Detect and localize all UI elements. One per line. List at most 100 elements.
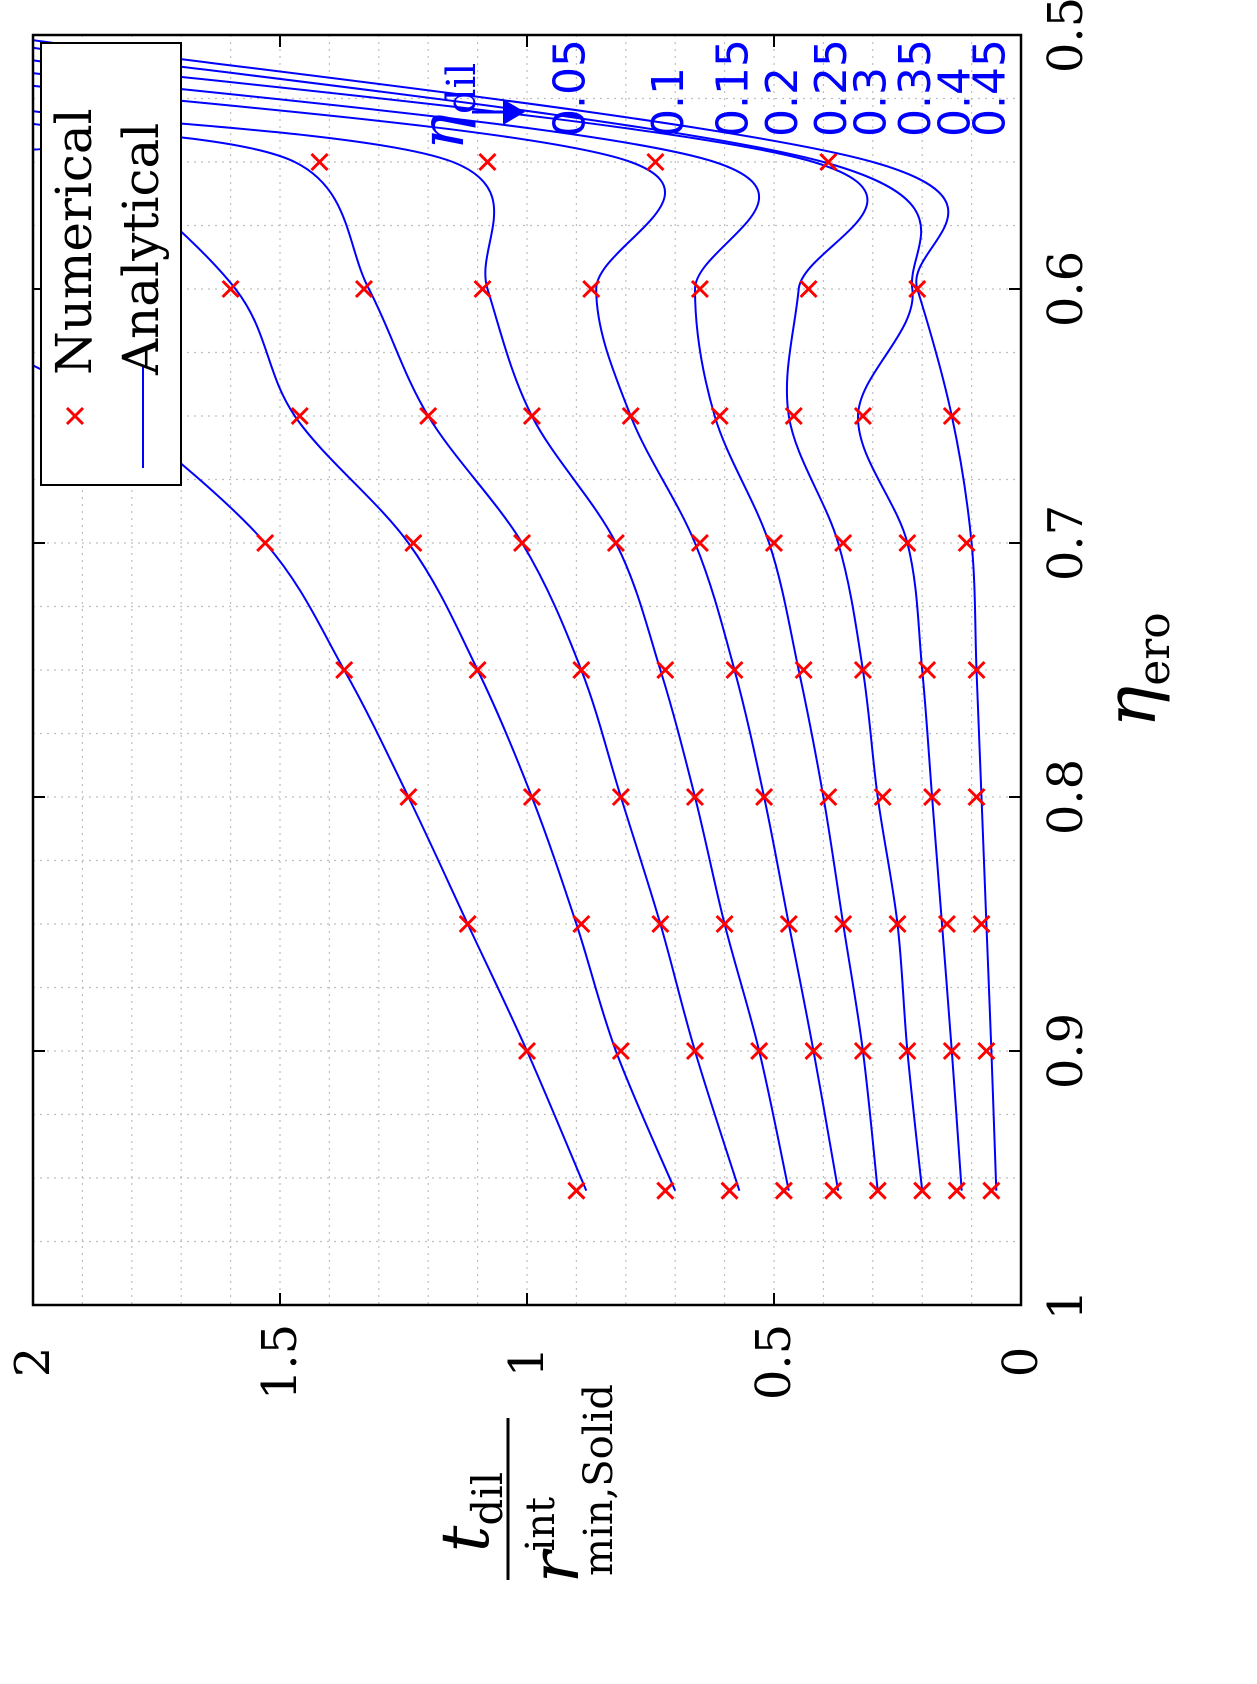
eta-dil-label: ηdil xyxy=(408,63,485,150)
numerical-point xyxy=(621,406,640,426)
numerical-point xyxy=(310,152,329,172)
eta-dil-value-label: 0.4 xyxy=(930,67,981,137)
numerical-point xyxy=(685,787,705,807)
eta-dil-value-label: 0.15 xyxy=(707,39,758,137)
numerical-point xyxy=(656,1181,675,1200)
legend-marker-numerical xyxy=(65,406,85,426)
eta-dil-symbol: η xyxy=(408,114,478,150)
x-axis-label-symbol: η xyxy=(1090,686,1172,728)
svg-text:rint: rint xyxy=(517,1497,594,1583)
y-axis-label-denominator: r xyxy=(517,1548,594,1583)
y-tick-label: 0.5 xyxy=(746,1324,802,1400)
numerical-point xyxy=(888,914,907,934)
x-tick-label: 0.7 xyxy=(1038,505,1094,581)
numerical-point xyxy=(419,406,438,426)
svg-text:min,Solid: min,Solid xyxy=(576,1384,622,1576)
numerical-point xyxy=(468,660,487,680)
svg-text:tdil: tdil xyxy=(427,1472,512,1552)
numerical-point xyxy=(794,660,813,680)
svg-text:ηero: ηero xyxy=(1090,612,1180,728)
numerical-point xyxy=(399,787,418,807)
analytical-curve-0.35 xyxy=(32,59,924,1191)
numerical-point xyxy=(720,1181,739,1200)
numerical-point xyxy=(572,660,591,680)
numerical-point xyxy=(819,787,838,807)
y-axis-label: tdil rint min,Solid xyxy=(427,1384,622,1583)
numerical-point xyxy=(967,660,986,680)
x-tick-label: 0.8 xyxy=(1038,759,1094,835)
x-tick-label: 0.6 xyxy=(1038,251,1094,327)
numerical-point xyxy=(942,406,961,426)
numerical-markers xyxy=(63,152,1001,1200)
x-axis-label-sub: ero xyxy=(1129,612,1180,686)
numerical-point xyxy=(256,533,275,553)
numerical-point xyxy=(873,787,892,807)
numerical-point xyxy=(651,914,670,934)
numerical-point xyxy=(611,787,630,807)
eta-dil-value-labels: 0.05 0.1 0.150.20.250.30.350.40.45 xyxy=(544,39,1015,137)
analytical-curve-0.25 xyxy=(32,84,840,1191)
numerical-point xyxy=(478,152,497,172)
numerical-point xyxy=(606,533,625,553)
x-tick-label: 0.5 xyxy=(1038,0,1094,73)
numerical-point xyxy=(923,787,942,807)
numerical-point xyxy=(611,1041,630,1061)
numerical-point xyxy=(290,406,309,426)
numerical-point xyxy=(755,787,774,807)
numerical-point xyxy=(868,1181,887,1200)
ticks xyxy=(32,34,1022,1306)
eta-dil-value-label: 0.05 xyxy=(544,39,595,137)
y-axis-label-numerator-sub: dil xyxy=(463,1472,512,1526)
eta-dil-subscript: dil xyxy=(439,63,485,114)
legend-label-numerical: Numerical xyxy=(45,108,103,375)
numerical-point xyxy=(690,279,709,299)
numerical-point xyxy=(819,152,838,172)
x-tick-label: 0.9 xyxy=(1038,1013,1094,1089)
y-axis-label-numerator: t xyxy=(427,1525,504,1552)
analytical-curve-0.05 xyxy=(32,364,588,1192)
eta-dil-value-label: 0.35 xyxy=(890,39,941,137)
numerical-point xyxy=(947,1181,966,1200)
numerical-point xyxy=(799,279,818,299)
numerical-point xyxy=(764,533,784,553)
y-tick-label: 1 xyxy=(499,1347,555,1378)
numerical-point xyxy=(221,279,240,299)
numerical-point xyxy=(690,533,709,553)
numerical-point xyxy=(908,279,927,299)
numerical-point xyxy=(853,660,872,680)
numerical-point xyxy=(572,914,591,934)
numerical-point xyxy=(824,1181,843,1200)
x-axis-label: ηero xyxy=(1090,612,1180,728)
numerical-point xyxy=(967,787,986,807)
analytical-curve-0.3 xyxy=(32,72,879,1191)
eta-dil-value-label: 0.2 xyxy=(757,67,808,137)
numerical-point xyxy=(977,1041,996,1061)
numerical-point xyxy=(354,279,374,299)
numerical-point xyxy=(725,660,744,680)
numerical-point xyxy=(582,279,601,299)
numerical-point xyxy=(335,660,354,680)
legend: Numerical Analytical xyxy=(40,42,182,486)
numerical-point xyxy=(957,533,976,553)
numerical-point xyxy=(458,914,477,934)
numerical-point xyxy=(646,152,665,172)
numerical-point xyxy=(404,533,423,553)
y-axis-label-denominator-sub: min,Solid xyxy=(576,1384,622,1576)
numerical-point xyxy=(937,914,956,934)
numerical-point xyxy=(774,1181,793,1200)
legend-box xyxy=(40,42,182,486)
svg-text:ηdil: ηdil xyxy=(408,63,485,150)
numerical-point xyxy=(522,787,542,807)
numerical-point xyxy=(898,1041,917,1061)
numerical-point xyxy=(853,406,872,426)
y-tick-label: 1.5 xyxy=(252,1324,308,1400)
numerical-point xyxy=(473,279,492,299)
eta-dil-value-label: 0.45 xyxy=(964,39,1015,137)
y-tick-label: 2 xyxy=(5,1347,61,1378)
analytical-curve-0.15 xyxy=(32,122,741,1192)
eta-dil-arrow xyxy=(472,99,525,125)
eta-dil-value-label: 0.3 xyxy=(846,67,897,137)
numerical-point xyxy=(898,533,917,553)
numerical-point xyxy=(942,1041,961,1061)
